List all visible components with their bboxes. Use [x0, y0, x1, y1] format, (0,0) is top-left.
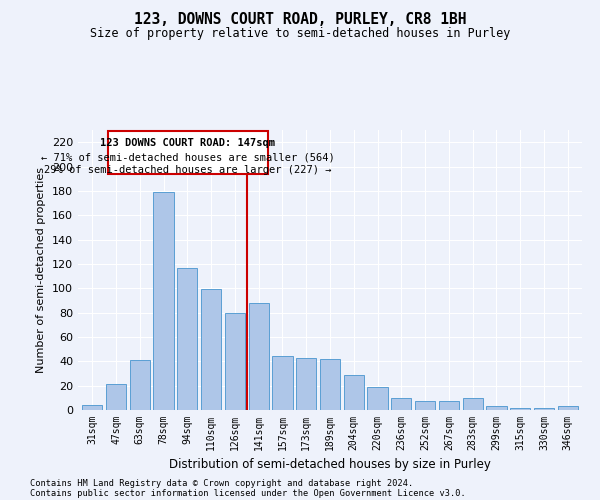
Text: 123, DOWNS COURT ROAD, PURLEY, CR8 1BH: 123, DOWNS COURT ROAD, PURLEY, CR8 1BH [134, 12, 466, 28]
Text: Size of property relative to semi-detached houses in Purley: Size of property relative to semi-detach… [90, 28, 510, 40]
Bar [344, 374, 364, 410]
Text: Contains HM Land Registry data © Crown copyright and database right 2024.: Contains HM Land Registry data © Crown c… [30, 478, 413, 488]
Bar [248, 303, 269, 410]
Bar [487, 406, 506, 410]
Bar [296, 358, 316, 410]
Bar [130, 360, 150, 410]
Bar [415, 402, 435, 410]
Bar [201, 290, 221, 410]
Y-axis label: Number of semi-detached properties: Number of semi-detached properties [37, 167, 46, 373]
Bar [391, 398, 412, 410]
Text: 123 DOWNS COURT ROAD: 147sqm: 123 DOWNS COURT ROAD: 147sqm [100, 138, 275, 147]
Bar [106, 384, 126, 410]
Bar [177, 268, 197, 410]
Bar [320, 359, 340, 410]
Bar [510, 408, 530, 410]
Text: Contains public sector information licensed under the Open Government Licence v3: Contains public sector information licen… [30, 488, 466, 498]
Text: 29% of semi-detached houses are larger (227) →: 29% of semi-detached houses are larger (… [44, 165, 332, 175]
Bar [557, 406, 578, 410]
Bar [154, 192, 173, 410]
Bar [463, 398, 483, 410]
Bar [534, 408, 554, 410]
Bar [225, 312, 245, 410]
Text: ← 71% of semi-detached houses are smaller (564): ← 71% of semi-detached houses are smalle… [41, 152, 335, 162]
Bar [272, 356, 293, 410]
X-axis label: Distribution of semi-detached houses by size in Purley: Distribution of semi-detached houses by … [169, 458, 491, 471]
Bar [82, 405, 103, 410]
Bar [367, 387, 388, 410]
Bar [439, 402, 459, 410]
